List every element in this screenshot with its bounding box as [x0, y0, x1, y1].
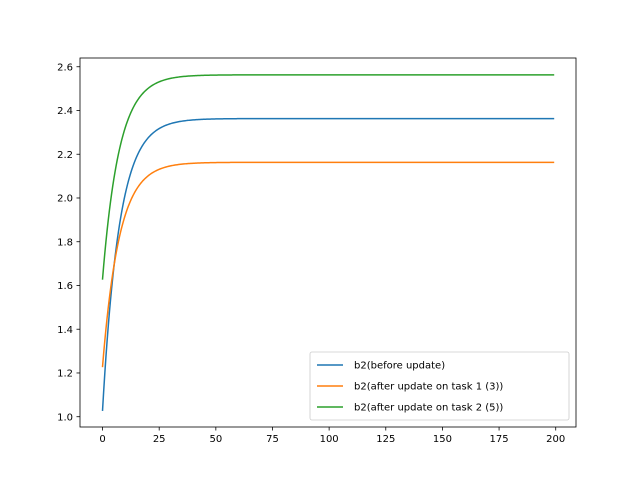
legend-box: [309, 351, 570, 421]
x-tick-label: 25: [153, 434, 166, 445]
y-axis: 1.0 1.2 1.4 1.6 1.8 2.0 2.2 2.4 2.6: [57, 62, 80, 423]
y-tick-label: 2.2: [57, 150, 73, 161]
y-tick-label: 2.4: [57, 106, 73, 117]
x-tick-label: 0: [99, 434, 105, 445]
legend: b2(before update) b2(after update on task…: [309, 351, 570, 421]
x-tick-label: 75: [266, 434, 279, 445]
y-tick-label: 1.4: [57, 325, 73, 336]
x-tick-label: 125: [376, 434, 395, 445]
legend-label-2: b2(after update on task 1 (3)): [354, 382, 503, 393]
series-line-3: [101, 74, 555, 280]
x-axis: 0 25 50 75 100 125 150 175 200: [99, 427, 565, 445]
x-tick-label: 150: [433, 434, 452, 445]
y-tick-label: 1.8: [57, 237, 73, 248]
x-tick-label: 100: [320, 434, 339, 445]
series-line-1: [101, 117, 555, 411]
y-tick-label: 1.0: [57, 412, 73, 423]
x-tick-label: 50: [209, 434, 222, 445]
y-tick-label: 2.6: [57, 62, 73, 73]
y-tick-label: 1.2: [57, 369, 73, 380]
x-tick-label: 175: [490, 434, 509, 445]
y-tick-label: 1.6: [57, 281, 73, 292]
series-line-2: [101, 161, 555, 368]
x-tick-label: 200: [546, 434, 565, 445]
legend-label-1: b2(before update): [354, 361, 445, 372]
axes-frame: [79, 57, 577, 428]
legend-label-3: b2(after update on task 2 (5)): [354, 403, 503, 414]
y-tick-label: 2.0: [57, 194, 73, 205]
plot-area: [101, 74, 555, 411]
